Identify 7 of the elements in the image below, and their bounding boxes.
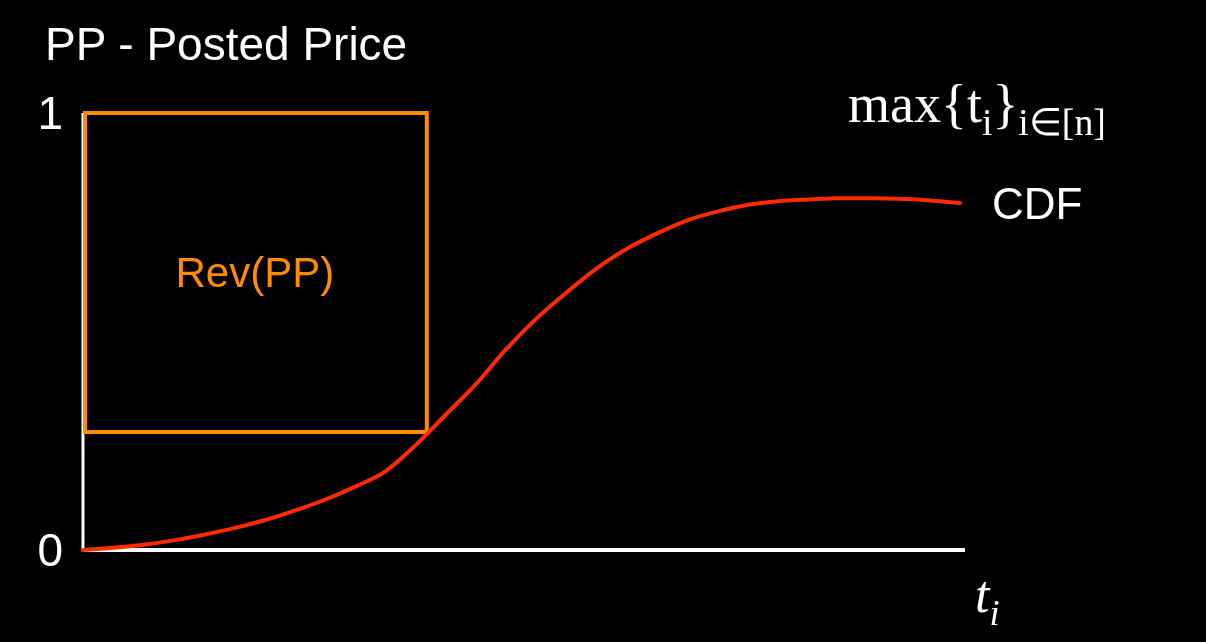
chart-title: PP - Posted Price	[45, 18, 408, 70]
annotation: Rev(PP)	[175, 248, 335, 296]
x-axis-title: t$_{i}$	[975, 566, 1000, 633]
annotation: max{t$_{i}$}$_{i∈[n]}$	[848, 74, 1106, 144]
y-tick-label: 1	[37, 87, 63, 139]
series-label: CDF	[992, 179, 1083, 229]
y-tick-label: 0	[37, 524, 63, 576]
